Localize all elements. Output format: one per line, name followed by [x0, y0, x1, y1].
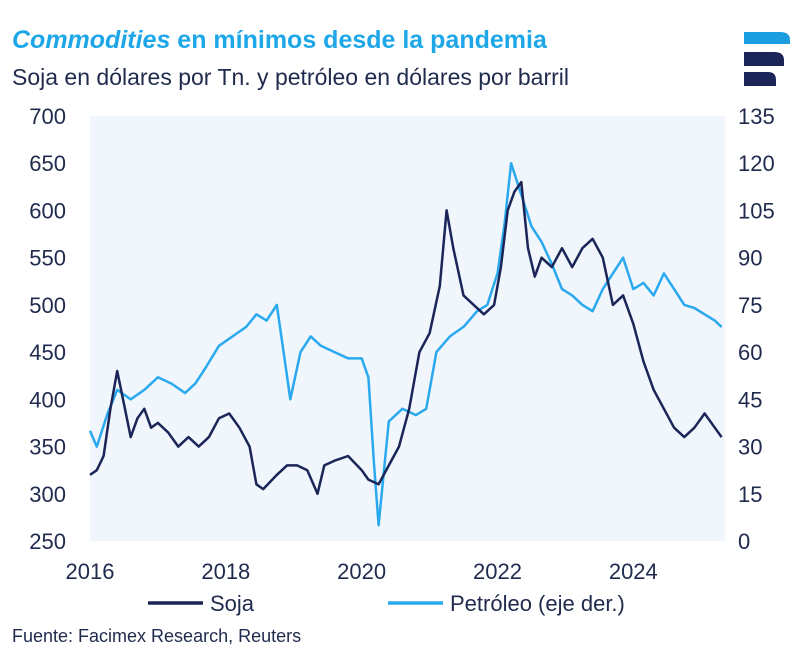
- left-y-tick-label: 450: [29, 340, 66, 365]
- left-axis-ticks: 250 300 350 400 450 500 550 600 650 700: [29, 104, 66, 554]
- chart-subtitle: Soja en dólares por Tn. y petróleo en dó…: [12, 64, 570, 90]
- x-tick-label: 2022: [473, 559, 522, 584]
- left-y-tick-label: 300: [29, 482, 66, 507]
- x-tick-label: 2024: [609, 559, 658, 584]
- legend: Soja Petróleo (eje der.): [148, 591, 625, 616]
- soja-line: [89, 180, 723, 496]
- right-y-tick-label: 105: [738, 198, 775, 223]
- x-axis-ticks: 2016 2018 2020 2022 2024: [66, 559, 658, 584]
- right-y-tick-label: 60: [738, 340, 762, 365]
- right-y-tick-label: 15: [738, 482, 762, 507]
- left-y-tick-label: 650: [29, 151, 66, 176]
- right-y-tick-label: 75: [738, 293, 762, 318]
- legend-soja-label: Soja: [210, 591, 255, 616]
- chart-title: Commodities en mínimos desde la pandemia: [12, 26, 547, 55]
- x-tick-label: 2016: [66, 559, 115, 584]
- left-y-tick-label: 700: [29, 104, 66, 129]
- left-y-tick-label: 500: [29, 293, 66, 318]
- petroleo-line: [88, 161, 723, 527]
- right-axis-ticks: 0 15 30 45 60 75 90 105 120 135: [738, 104, 775, 554]
- right-y-tick-label: 45: [738, 387, 762, 412]
- legend-petroleo-label: Petróleo (eje der.): [450, 591, 625, 616]
- right-y-tick-label: 135: [738, 104, 775, 129]
- x-tick-label: 2020: [337, 559, 386, 584]
- right-y-tick-label: 90: [738, 246, 762, 271]
- chart-title-emphasis: Commodities: [12, 26, 171, 54]
- left-y-tick-label: 400: [29, 387, 66, 412]
- left-y-tick-label: 250: [29, 529, 66, 554]
- facimex-logo-icon: [744, 32, 790, 86]
- x-tick-label: 2018: [201, 559, 250, 584]
- right-y-tick-label: 30: [738, 435, 762, 460]
- source-note: Fuente: Facimex Research, Reuters: [12, 626, 302, 646]
- chart-title-rest: en mínimos desde la pandemia: [170, 26, 547, 54]
- left-y-tick-label: 350: [29, 435, 66, 460]
- right-y-tick-label: 0: [738, 529, 750, 554]
- series-lines: [88, 161, 723, 527]
- plot-background: [90, 116, 725, 541]
- right-y-tick-label: 120: [738, 151, 775, 176]
- left-y-tick-label: 600: [29, 198, 66, 223]
- left-y-tick-label: 550: [29, 246, 66, 271]
